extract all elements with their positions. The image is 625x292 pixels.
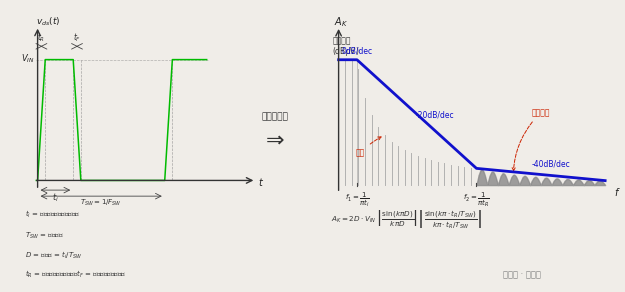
Text: $t_F$: $t_F$: [73, 32, 81, 44]
Text: $T_{SW}$ = 开关周期: $T_{SW}$ = 开关周期: [25, 231, 64, 241]
Text: 傅立叶分析: 傅立叶分析: [262, 112, 289, 121]
Text: 公众号 · 电子汇: 公众号 · 电子汇: [503, 270, 541, 279]
Text: $f_1 = \dfrac{1}{\pi t_i}$: $f_1 = \dfrac{1}{\pi t_i}$: [344, 190, 369, 209]
Text: $f$: $f$: [614, 186, 621, 199]
Text: $A_K = 2D \cdot V_{IN}\ \left|\dfrac{\sin(k\pi D)}{k\pi D}\right|\left|\dfrac{\s: $A_K = 2D \cdot V_{IN}\ \left|\dfrac{\si…: [331, 209, 482, 231]
Text: $D$ = 占空比 = $t_i/T_{SW}$: $D$ = 占空比 = $t_i/T_{SW}$: [25, 250, 82, 261]
Text: -40dB/dec: -40dB/dec: [532, 159, 571, 168]
Text: 0dB/dec: 0dB/dec: [341, 46, 372, 55]
Text: $t_i$ = 脉宽（在半高位置测得）: $t_i$ = 脉宽（在半高位置测得）: [25, 209, 80, 220]
Text: 最大包络: 最大包络: [512, 108, 550, 171]
Text: $t_R$: $t_R$: [38, 32, 46, 44]
Text: $t_i$: $t_i$: [52, 191, 59, 204]
Text: 频谱幅值: 频谱幅值: [332, 36, 351, 45]
Text: $v_{ds}(t)$: $v_{ds}(t)$: [36, 16, 61, 28]
Text: $t_R$ = 边沿转换的上升时间；$t_F$ = 边沿转换的下降时间: $t_R$ = 边沿转换的上升时间；$t_F$ = 边沿转换的下降时间: [25, 269, 126, 280]
Text: $A_K$: $A_K$: [334, 15, 348, 29]
Text: $t$: $t$: [258, 176, 264, 188]
Text: $T_{SW}=1/F_{SW}$: $T_{SW}=1/F_{SW}$: [80, 197, 122, 208]
Text: ⇒: ⇒: [266, 130, 284, 150]
Text: -20dB/dec: -20dB/dec: [416, 110, 454, 119]
Text: 包络: 包络: [356, 137, 381, 157]
Text: (dB$\mu$V): (dB$\mu$V): [332, 45, 359, 58]
Text: $V_{IN}$: $V_{IN}$: [21, 52, 35, 65]
Text: $f_2 = \dfrac{1}{\pi t_R}$: $f_2 = \dfrac{1}{\pi t_R}$: [463, 190, 490, 209]
